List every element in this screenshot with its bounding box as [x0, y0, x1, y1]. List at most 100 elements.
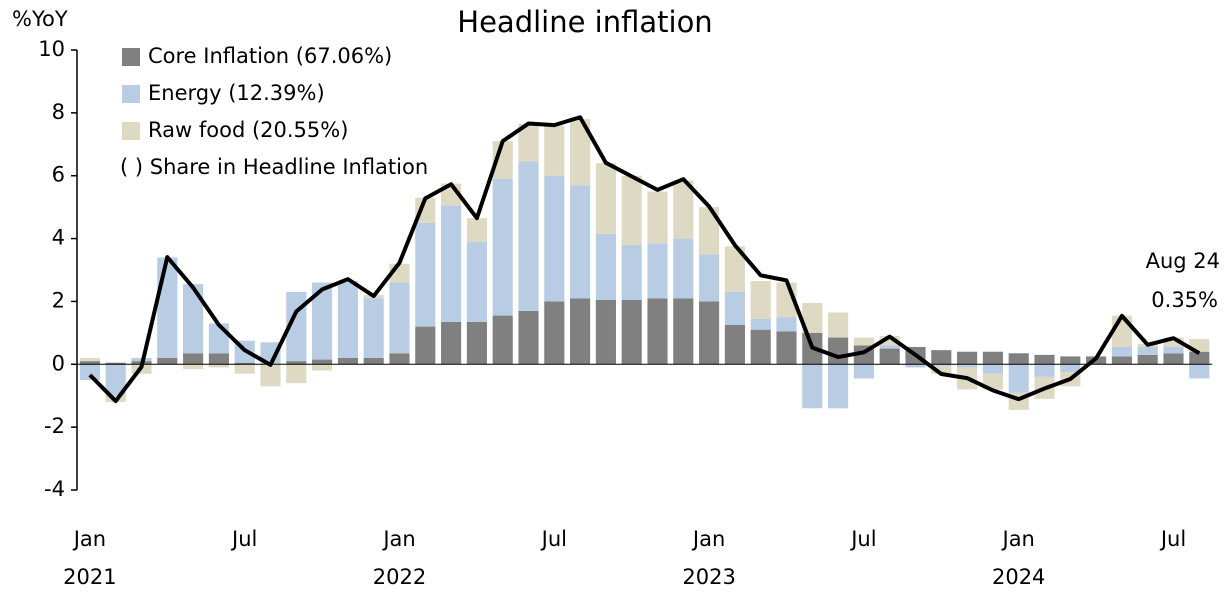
- bar-segment: [79, 358, 100, 362]
- bar-segment: [1008, 353, 1029, 365]
- bar-segment: [1008, 364, 1029, 393]
- bar-segment: [1111, 356, 1132, 365]
- bar-segment: [1137, 354, 1158, 365]
- bar-segment: [621, 299, 642, 365]
- x-tick-label: Jan: [1001, 527, 1035, 551]
- bar-segment: [208, 353, 229, 365]
- legend-note: ( ) Share in Headline Inflation: [120, 155, 428, 179]
- x-year-label: 2024: [992, 565, 1045, 589]
- bar-segment: [260, 364, 281, 387]
- y-axis-label: %YoY: [12, 7, 68, 31]
- bar-segment: [595, 299, 616, 365]
- bar-segment: [802, 364, 823, 409]
- legend-swatch: [122, 122, 140, 140]
- bar-segment: [570, 119, 591, 186]
- bar-segment: [828, 337, 849, 365]
- bar-segment: [389, 282, 410, 354]
- bar-segment: [492, 315, 513, 365]
- bar-segment: [415, 222, 436, 327]
- bar-segment: [1189, 364, 1210, 379]
- bar-segment: [724, 325, 745, 365]
- bar-segment: [234, 362, 255, 365]
- bar-segment: [363, 298, 384, 358]
- bar-segment: [982, 373, 1003, 390]
- bar-segment: [208, 364, 229, 368]
- bar-segment: [647, 191, 668, 244]
- bar-segment: [544, 125, 565, 176]
- bar-segment: [1163, 337, 1184, 347]
- bar-segment: [724, 246, 745, 292]
- bar-segment: [1111, 347, 1132, 357]
- bar-segment: [931, 364, 952, 366]
- legend-swatch: [122, 85, 140, 103]
- bar-segment: [647, 243, 668, 299]
- bar-segment: [879, 336, 900, 346]
- bar-segment: [312, 282, 333, 360]
- y-tick-label: -2: [44, 414, 65, 438]
- bar-segment: [1034, 364, 1055, 377]
- y-tick-label: 2: [52, 288, 65, 312]
- bar-segment: [957, 364, 978, 368]
- bar-segment: [312, 364, 333, 371]
- bar-segment: [183, 364, 204, 369]
- legend-label: Raw food (20.55%): [148, 118, 348, 142]
- x-tick-label: Jul: [540, 527, 567, 551]
- bar-segment: [183, 284, 204, 354]
- y-tick-label: 0: [52, 351, 65, 375]
- bar-segment: [518, 310, 539, 365]
- bar-segment: [673, 238, 694, 299]
- x-tick-label: Jul: [230, 527, 257, 551]
- legend-label: Energy (12.39%): [148, 81, 325, 105]
- bar-segment: [802, 303, 823, 333]
- bar-segment: [441, 321, 462, 365]
- x-tick-label: Jan: [72, 527, 106, 551]
- bar-segment: [750, 281, 771, 319]
- bar-segment: [1060, 356, 1081, 365]
- bar-segment: [853, 337, 874, 346]
- bar-segment: [879, 348, 900, 365]
- bar-segment: [544, 301, 565, 365]
- bar-segment: [337, 282, 358, 358]
- bar-segment: [286, 361, 307, 365]
- x-year-label: 2022: [373, 565, 426, 589]
- bar-segment: [673, 180, 694, 239]
- bar-segment: [828, 312, 849, 338]
- bar-segment: [1137, 347, 1158, 355]
- bar-segment: [312, 359, 333, 365]
- chart-title: Headline inflation: [457, 5, 712, 39]
- bar-segment: [1060, 364, 1081, 373]
- bar-segment: [570, 185, 591, 299]
- bar-segment: [776, 317, 797, 332]
- bar-segment: [208, 323, 229, 354]
- bar-segment: [363, 358, 384, 365]
- bar-segment: [337, 281, 358, 283]
- bar-segment: [105, 364, 126, 396]
- x-tick-label: Jul: [1159, 527, 1186, 551]
- bar-segment: [957, 351, 978, 365]
- headline-line: [88, 115, 1201, 404]
- bar-segment: [389, 353, 410, 365]
- bar-segment: [1034, 354, 1055, 365]
- bar-segment: [570, 298, 591, 365]
- legend-label: Core Inflation (67.06%): [148, 44, 392, 68]
- y-tick-label: -4: [44, 477, 65, 501]
- bar-segment: [79, 361, 100, 365]
- bar-segment: [79, 364, 100, 380]
- bar-segment: [157, 257, 178, 358]
- bar-segment: [699, 207, 720, 255]
- x-year-label: 2021: [63, 565, 116, 589]
- x-tick-label: Jul: [849, 527, 876, 551]
- bar-segment: [105, 362, 126, 365]
- bar-segment: [518, 123, 539, 162]
- bar-segment: [750, 318, 771, 330]
- bar-segment: [492, 178, 513, 316]
- bar-segment: [724, 292, 745, 325]
- bar-segment: [673, 298, 694, 365]
- legend-swatch: [122, 48, 140, 66]
- bar-segment: [466, 218, 487, 242]
- x-tick-label: Jan: [691, 527, 725, 551]
- bar-segment: [441, 205, 462, 322]
- bar-segment: [337, 358, 358, 365]
- bar-segment: [982, 364, 1003, 374]
- bar-segment: [286, 364, 307, 384]
